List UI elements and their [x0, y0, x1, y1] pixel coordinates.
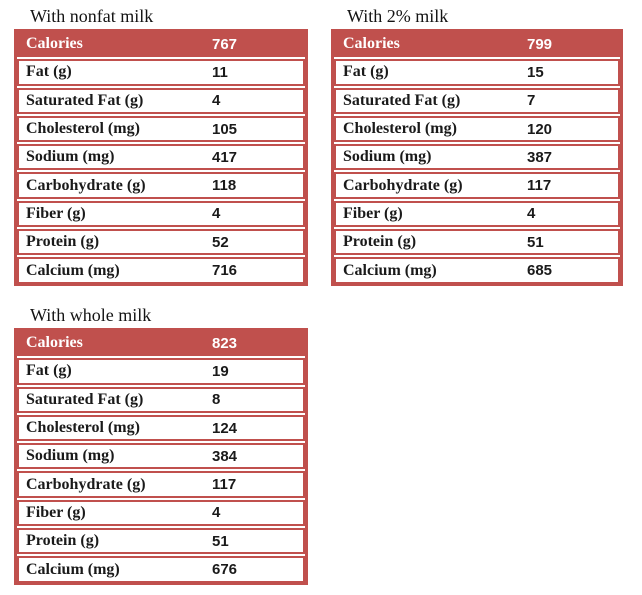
nutrient-value: 51 — [212, 532, 229, 550]
nutrient-value: 676 — [212, 561, 238, 579]
nutrient-label: Calories — [26, 35, 83, 53]
nutrient-value: 716 — [212, 262, 238, 280]
section-title-two-percent-milk: With 2% milk — [347, 6, 449, 26]
nutrient-label: Fat (g) — [26, 362, 72, 380]
nutrient-value: 799 — [527, 35, 553, 53]
table-row: Fat (g) 11 — [17, 59, 305, 86]
table-row: Fiber (g) 4 — [334, 200, 620, 228]
nutrient-label: Calcium (mg) — [343, 261, 437, 279]
nutrient-label: Protein (g) — [343, 233, 417, 251]
nutrient-value: 8 — [212, 391, 221, 409]
nutrient-value: 417 — [212, 148, 238, 166]
table-row: Calcium (mg) 685 — [334, 257, 620, 284]
table-row: Saturated Fat (g) 4 — [17, 87, 305, 114]
table-row: Fat (g) 15 — [334, 59, 620, 86]
nutrient-label: Fat (g) — [26, 63, 72, 81]
nutrient-value: 118 — [212, 177, 237, 195]
nutrient-value: 767 — [212, 35, 238, 53]
table-header-row: Calories 799 — [334, 31, 620, 58]
nutrient-label: Fiber (g) — [343, 204, 403, 222]
table-row: Fiber (g) 4 — [17, 200, 305, 228]
table-header-row: Calories 767 — [17, 31, 305, 58]
table-row: Carbohydrate (g) 117 — [17, 471, 305, 498]
nonfat-milk-section: With nonfat milk Calories 767 Fat (g) 11… — [14, 4, 308, 286]
table-row: Saturated Fat (g) 8 — [17, 386, 305, 413]
table-row: Fat (g) 19 — [17, 358, 305, 385]
nutrient-label: Fiber (g) — [26, 204, 86, 222]
nutrient-label: Cholesterol (mg) — [343, 120, 457, 138]
table-row: Protein (g) 52 — [17, 229, 305, 256]
two-percent-milk-table: Calories 799 Fat (g) 15 Saturated Fat (g… — [331, 29, 623, 286]
table-row: Sodium (mg) 387 — [334, 144, 620, 171]
nutrient-value: 19 — [212, 362, 229, 380]
table-row: Protein (g) 51 — [334, 229, 620, 256]
nutrient-value: 117 — [527, 177, 552, 195]
nutrient-label: Carbohydrate (g) — [26, 475, 146, 493]
nutrient-label: Protein (g) — [26, 532, 100, 550]
nutrient-value: 105 — [212, 120, 238, 138]
table-row: Sodium (mg) 384 — [17, 443, 305, 470]
nutrient-label: Saturated Fat (g) — [26, 91, 144, 109]
nutrient-value: 823 — [212, 334, 238, 352]
nutrient-value: 7 — [527, 92, 536, 110]
nutrient-label: Cholesterol (mg) — [26, 120, 140, 138]
nutrient-label: Cholesterol (mg) — [26, 419, 140, 437]
nutrient-label: Saturated Fat (g) — [26, 390, 144, 408]
table-row: Calcium (mg) 716 — [17, 257, 305, 284]
nutrient-value: 120 — [527, 120, 553, 138]
nutrient-label: Fiber (g) — [26, 503, 86, 521]
nutrient-label: Fat (g) — [343, 63, 389, 81]
nutrient-label: Calcium (mg) — [26, 560, 120, 578]
nutrient-label: Carbohydrate (g) — [26, 176, 146, 194]
nutrient-value: 124 — [212, 419, 238, 437]
nutrient-label: Protein (g) — [26, 233, 100, 251]
nutrient-value: 52 — [212, 233, 229, 251]
nutrient-label: Calories — [343, 35, 400, 53]
table-row: Cholesterol (mg) 105 — [17, 115, 305, 143]
nutrient-value: 4 — [212, 205, 221, 223]
table-row: Calcium (mg) 676 — [17, 556, 305, 583]
table-row: Fiber (g) 4 — [17, 499, 305, 527]
nutrient-value: 384 — [212, 447, 238, 465]
whole-milk-section: With whole milk Calories 823 Fat (g) 19 … — [14, 303, 308, 585]
nutrient-label: Saturated Fat (g) — [343, 91, 461, 109]
nutrient-label: Sodium (mg) — [343, 148, 432, 166]
table-row: Protein (g) 51 — [17, 528, 305, 555]
table-row: Sodium (mg) 417 — [17, 144, 305, 171]
table-row: Carbohydrate (g) 118 — [17, 172, 305, 199]
table-header-row: Calories 823 — [17, 330, 305, 357]
nutrient-value: 4 — [212, 92, 221, 110]
section-title-whole-milk: With whole milk — [30, 305, 152, 325]
nutrient-value: 15 — [527, 63, 544, 81]
two-percent-milk-section: With 2% milk Calories 799 Fat (g) 15 Sat… — [331, 4, 623, 286]
table-row: Cholesterol (mg) 120 — [334, 115, 620, 143]
nutrient-label: Sodium (mg) — [26, 447, 115, 465]
nutrient-value: 685 — [527, 262, 553, 280]
table-row: Carbohydrate (g) 117 — [334, 172, 620, 199]
nutrient-value: 387 — [527, 148, 553, 166]
nutrient-value: 4 — [212, 504, 221, 522]
whole-milk-table: Calories 823 Fat (g) 19 Saturated Fat (g… — [14, 328, 308, 585]
nutrient-label: Sodium (mg) — [26, 148, 115, 166]
table-row: Cholesterol (mg) 124 — [17, 414, 305, 442]
nonfat-milk-table: Calories 767 Fat (g) 11 Saturated Fat (g… — [14, 29, 308, 286]
nutrient-label: Calcium (mg) — [26, 261, 120, 279]
nutrient-value: 11 — [212, 63, 228, 81]
section-title-nonfat-milk: With nonfat milk — [30, 6, 154, 26]
nutrient-value: 51 — [527, 233, 544, 251]
nutrient-label: Carbohydrate (g) — [343, 176, 463, 194]
table-row: Saturated Fat (g) 7 — [334, 87, 620, 114]
nutrient-label: Calories — [26, 334, 83, 352]
nutrient-value: 117 — [212, 476, 237, 494]
nutrient-value: 4 — [527, 205, 536, 223]
